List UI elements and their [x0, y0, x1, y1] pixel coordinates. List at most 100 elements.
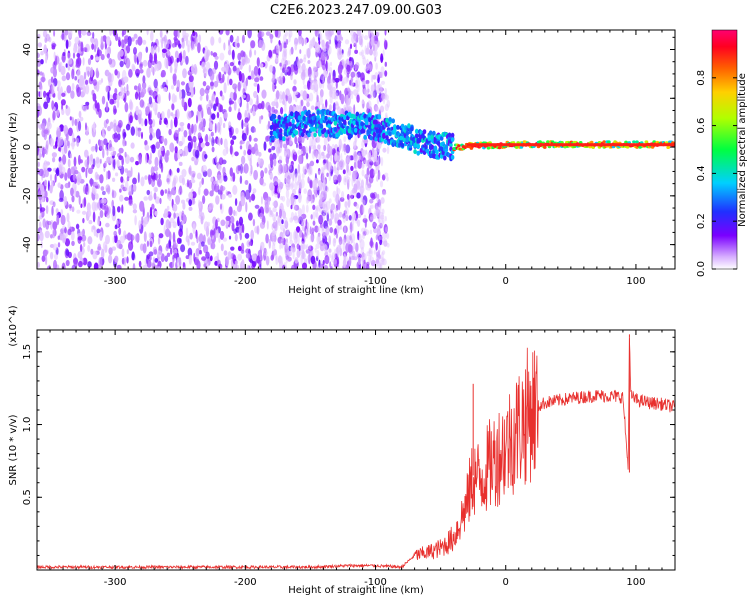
- spectrogram-signal-cell: [632, 140, 636, 144]
- spectrogram-cell: [222, 237, 227, 242]
- spectrogram-signal-cell: [271, 135, 275, 141]
- spectrogram-cell: [311, 138, 317, 147]
- spectrogram-cell: [322, 167, 325, 177]
- spectrogram-cell: [50, 76, 54, 83]
- spectrogram-cell: [323, 183, 328, 194]
- spectrogram-cell: [189, 232, 193, 240]
- spectrogram-cell: [185, 235, 190, 243]
- spectrogram-cell: [228, 106, 232, 113]
- spectrogram-cell: [377, 83, 383, 92]
- spectrogram-cell: [113, 122, 117, 133]
- spectrogram-cell: [68, 127, 73, 137]
- spectrogram-cell: [292, 90, 296, 101]
- snr-panel: -300 -200 -100 0 100 0.51.01.5 Height of str…: [8, 305, 676, 596]
- spectrogram-cell: [179, 89, 182, 100]
- spectrogram-cell: [312, 68, 316, 79]
- spectrogram-cell: [304, 232, 307, 237]
- spectrogram-signal-cell: [382, 132, 386, 138]
- spectrogram-cell: [196, 260, 201, 269]
- spectrogram-cell: [304, 146, 308, 153]
- spectrogram-cell: [356, 251, 359, 259]
- spectrogram-cell: [373, 149, 378, 159]
- y-tick-label: 0: [22, 144, 33, 150]
- spectrogram-cell: [259, 177, 264, 186]
- spectrogram-cell: [217, 164, 222, 172]
- spectrogram-cell: [343, 104, 346, 113]
- spectrogram-cell: [328, 145, 332, 152]
- spectrogram-cell: [379, 180, 384, 188]
- spectrogram-cell: [225, 30, 230, 36]
- spectrogram-cell: [278, 164, 284, 174]
- spectrogram-cell: [369, 168, 375, 179]
- spectrogram-cell: [169, 55, 174, 64]
- spectrogram-cell: [216, 174, 221, 179]
- spectrogram-cell: [354, 64, 359, 70]
- spectrogram-cell: [78, 120, 82, 132]
- spectrogram-cell: [267, 105, 272, 113]
- spectrogram-cell: [223, 138, 228, 150]
- x-tick-label: 0: [503, 577, 509, 588]
- spectrogram-cell: [356, 30, 362, 37]
- spectrogram-signal-cell: [400, 142, 405, 148]
- spectrogram-signal-cell: [322, 127, 327, 133]
- spectrogram-signal-cell: [405, 137, 410, 143]
- spectrogram-cell: [228, 206, 233, 216]
- top-x-axis: -300 -200 -100 0 100: [49, 30, 676, 287]
- spectrogram-cell: [348, 215, 352, 221]
- spectrogram-cell: [207, 238, 211, 246]
- spectrogram-cell: [272, 74, 275, 81]
- spectrogram-cell: [365, 180, 368, 191]
- spectrogram-cell: [346, 156, 350, 164]
- spectrogram-signal-cell: [363, 134, 367, 140]
- spectrogram-cell: [368, 63, 373, 72]
- spectrogram-cell: [188, 254, 192, 265]
- spectrogram-cell: [124, 151, 127, 158]
- spectrogram-cell: [193, 125, 196, 136]
- spectrogram-cell: [320, 172, 325, 183]
- spectrogram-cell: [78, 110, 82, 118]
- spectrogram-cell: [133, 47, 137, 55]
- spectrogram-cell: [280, 182, 284, 188]
- spectrogram-cell: [357, 152, 362, 162]
- spectrogram-cell: [143, 196, 148, 201]
- spectrogram-cell: [246, 57, 250, 64]
- spectrogram-cell: [298, 154, 303, 165]
- spectrogram-cell: [56, 126, 61, 131]
- spectrogram-cell: [96, 231, 99, 238]
- spectrogram-cell: [140, 176, 145, 187]
- spectrogram-cell: [187, 247, 193, 257]
- spectrogram-cell: [283, 50, 287, 58]
- spectrogram-cell: [282, 232, 285, 240]
- spectrogram-cell: [254, 49, 257, 56]
- spectrogram-cell: [329, 86, 334, 94]
- spectrogram-cell: [264, 61, 268, 69]
- spectrogram-cell: [146, 189, 151, 196]
- spectrogram-cell: [159, 120, 162, 125]
- spectrogram-cell: [280, 224, 285, 231]
- spectrogram-cell: [298, 105, 302, 110]
- spectrogram-cell: [383, 240, 388, 247]
- spectrogram-cell: [350, 189, 353, 200]
- spectrogram-signal-cell: [333, 126, 338, 132]
- spectrogram-cell: [330, 79, 334, 89]
- spectrogram-cell: [240, 50, 245, 58]
- spectrogram-cell: [320, 51, 326, 61]
- spectrogram-cell: [342, 225, 348, 234]
- spectrogram-cell: [108, 254, 113, 264]
- spectrogram-cell: [323, 144, 327, 152]
- spectrogram-cell: [96, 49, 102, 57]
- spectrogram-cell: [310, 39, 314, 47]
- spectrogram-cell: [316, 249, 320, 258]
- spectrogram-cell: [223, 250, 228, 256]
- colorbar-ticks: 0.00.20.40.60.8: [696, 70, 737, 277]
- spectrogram-cell: [357, 219, 361, 227]
- spectrogram-cell: [216, 111, 220, 119]
- spectrogram-cell: [353, 104, 356, 115]
- spectrogram-cell: [271, 243, 276, 252]
- spectrogram-cell: [244, 232, 250, 239]
- spectrogram-cell: [305, 68, 309, 78]
- spectrogram-cell: [300, 215, 303, 221]
- spectrogram-signal-cell: [324, 115, 328, 121]
- spectrogram-cell: [57, 242, 61, 248]
- spectrogram-cell: [378, 245, 381, 254]
